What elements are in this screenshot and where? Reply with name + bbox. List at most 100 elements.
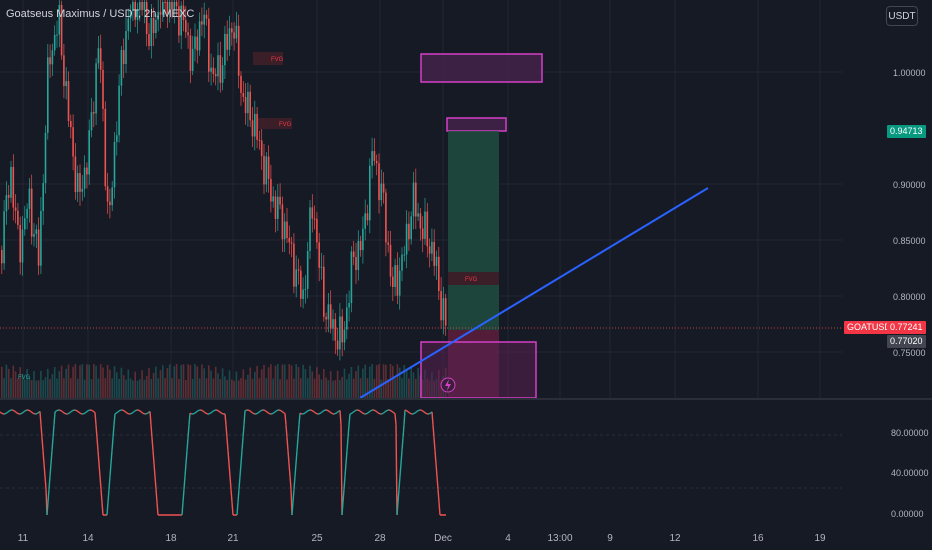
oscillator-line: [390, 410, 393, 413]
fvg-tag: FVG: [258, 118, 292, 129]
candle-body: [398, 270, 401, 296]
volume-bar: [339, 380, 341, 398]
candle-body: [19, 224, 21, 263]
oscillator-line: [305, 410, 308, 413]
candle-body: [3, 211, 5, 264]
candle-body: [394, 265, 396, 288]
oscillator-line: [44, 476, 47, 490]
volume-bar: [205, 378, 208, 398]
oscillator-line: [126, 412, 129, 415]
candle-body: [178, 6, 180, 36]
trendline[interactable]: [359, 187, 709, 399]
volume-bar: [221, 368, 224, 398]
candle-body: [67, 81, 70, 121]
oscillator-axis[interactable]: 80.00000 40.00000 0.00000: [891, 428, 929, 519]
volume-bar: [415, 378, 417, 398]
volume-bar: [249, 367, 251, 398]
oscillator-line: [303, 412, 306, 415]
oscillator-label: 40.00000: [891, 468, 929, 478]
oscillator-line: [96, 437, 99, 451]
oscillator-line: [436, 476, 439, 490]
oscillator-line: [24, 409, 27, 412]
oscillator-line: [312, 410, 315, 413]
volume-bar: [28, 377, 31, 398]
candle-body: [373, 151, 376, 161]
candle-body: [42, 183, 44, 211]
oscillator-line: [313, 411, 316, 414]
volume-bar: [378, 364, 380, 398]
candle-body: [162, 2, 164, 15]
oscillator-line: [78, 411, 81, 414]
lightning-icon[interactable]: [440, 377, 456, 393]
take-profit-area[interactable]: [448, 131, 499, 330]
candle-body: [277, 196, 279, 219]
oscillator-line: [241, 437, 244, 451]
oscillator-line: [84, 411, 87, 414]
volume-bar: [410, 366, 412, 398]
volume-bar: [162, 365, 164, 398]
volume-bar: [357, 365, 360, 398]
oscillator-line: [284, 413, 287, 425]
chart-title: Goatseus Maximus / USDT, 2h, MEXC: [6, 8, 195, 20]
oscillator-line: [209, 412, 212, 415]
volume-bar: [185, 379, 187, 398]
volume-bar: [164, 378, 166, 398]
price-axis[interactable]: 1.00000 0.90000 0.85000 0.80000 0.75000: [893, 68, 926, 358]
oscillator-line: [264, 409, 267, 412]
candle-body: [444, 298, 447, 326]
candle-body: [47, 57, 49, 133]
candle-body: [145, 2, 148, 34]
fvg-tag: FVG: [18, 375, 31, 381]
oscillator-line: [22, 411, 25, 413]
candle-body: [159, 11, 162, 15]
candle-body: [369, 165, 371, 221]
oscillator-line: [14, 410, 17, 413]
oscillator-line: [218, 410, 221, 413]
candle-body: [106, 186, 109, 202]
candle-body: [1, 250, 3, 264]
oscillator-line: [197, 409, 200, 412]
oscillator-line: [55, 409, 58, 412]
oscillator-line: [53, 411, 56, 425]
demand-zone[interactable]: [420, 341, 537, 399]
oscillator-line: [242, 424, 245, 438]
oscillator-line: [20, 412, 23, 415]
oscillator-line: [266, 411, 269, 414]
oscillator-line: [375, 410, 378, 413]
volume-bar: [148, 368, 150, 398]
volume-bar: [102, 367, 104, 398]
candle-body: [396, 265, 399, 296]
candle-body: [214, 74, 217, 77]
volume-bar: [141, 370, 143, 398]
oscillator-line: [394, 413, 397, 425]
oscillator-line: [367, 411, 370, 414]
volume-bar: [106, 364, 109, 398]
candle-body: [332, 319, 334, 329]
oscillator-line: [52, 424, 55, 438]
candle-body: [155, 19, 157, 33]
oscillator-line: [69, 411, 72, 414]
oscillator-line: [275, 409, 278, 412]
volume-bar: [320, 379, 323, 398]
volume-bar: [323, 369, 325, 398]
oscillator-line: [329, 411, 332, 414]
candle-body: [58, 4, 61, 35]
volume-bar: [329, 371, 332, 398]
candle-body: [35, 229, 38, 234]
target-zone-top[interactable]: [446, 117, 507, 132]
volume-bar: [88, 364, 90, 398]
candle-body: [132, 2, 134, 11]
upper-target-zone[interactable]: [420, 53, 543, 83]
currency-button[interactable]: USDT: [886, 6, 918, 26]
oscillator-line: [94, 412, 97, 425]
oscillator-line: [385, 409, 388, 412]
oscillator-line: [374, 409, 377, 412]
candle-body: [263, 155, 265, 185]
oscillator-line: [340, 424, 343, 516]
time-axis[interactable]: 11 14 18 21 25 28 Dec 4 13:00 9 12 16 19: [18, 533, 826, 544]
volume-bar: [97, 378, 100, 398]
volume-bar: [240, 378, 242, 398]
oscillator-line: [321, 410, 324, 413]
oscillator-line: [0, 412, 3, 415]
